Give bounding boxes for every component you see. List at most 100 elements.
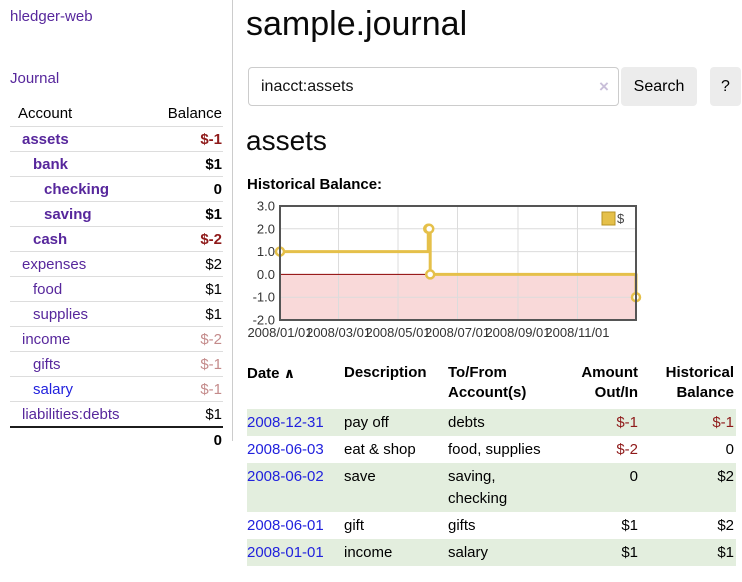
- account-link[interactable]: gifts: [33, 355, 61, 373]
- txn-balance: $2: [717, 517, 734, 534]
- txn-accounts: saving, checking: [448, 468, 508, 507]
- section-title: assets: [246, 125, 327, 156]
- txn-date-link[interactable]: 2008-12-31: [247, 414, 324, 431]
- account-row: salary $-1: [10, 376, 223, 402]
- svg-text:2008/01/01: 2008/01/01: [247, 325, 312, 340]
- txn-row: 2008-06-03 eat & shop food, supplies $-2 0: [247, 436, 736, 463]
- txn-balance: $-1: [712, 414, 734, 431]
- account-rows: assets $-1 bank $1 checking 0 saving $1 cash $-2 e…: [10, 126, 223, 427]
- svg-text:1.0: 1.0: [257, 244, 275, 259]
- txn-date-link[interactable]: 2008-06-03: [247, 441, 324, 458]
- help-button[interactable]: ?: [710, 67, 741, 106]
- account-link[interactable]: food: [33, 280, 63, 298]
- total-row: 0: [10, 426, 223, 452]
- account-row: income $-2: [10, 326, 223, 352]
- search-button[interactable]: Search: [621, 67, 697, 106]
- svg-text:-1.0: -1.0: [253, 290, 275, 305]
- transactions-header-row: Date ∧ Description To/From Account(s) Am…: [247, 361, 736, 409]
- transactions-table: Date ∧ Description To/From Account(s) Am…: [247, 361, 736, 566]
- account-row: gifts $-1: [10, 351, 223, 377]
- account-link[interactable]: checking: [44, 180, 110, 198]
- account-row: expenses $2: [10, 251, 223, 277]
- txn-amount: 0: [629, 468, 638, 485]
- txn-accounts: salary: [448, 544, 489, 561]
- account-link[interactable]: income: [22, 330, 71, 348]
- txn-description: pay off: [344, 414, 389, 431]
- account-balance: $1: [145, 276, 223, 302]
- account-balance: 0: [145, 176, 223, 202]
- txn-amount: $-2: [616, 441, 638, 458]
- txn-amount: $-1: [616, 414, 638, 431]
- svg-text:2008/07/01: 2008/07/01: [425, 325, 490, 340]
- txn-balance: $1: [717, 544, 734, 561]
- txn-accounts: debts: [448, 414, 485, 431]
- account-link[interactable]: expenses: [22, 255, 87, 273]
- txn-row: 2008-12-31 pay off debts $-1 $-1: [247, 409, 736, 436]
- account-row: cash $-2: [10, 226, 223, 252]
- accounts-column-header: To/From Account(s): [448, 364, 527, 401]
- txn-row: 2008-06-01 gift gifts $1 $2: [247, 512, 736, 539]
- account-balance-table: Account Balance assets $-1 bank $1 checking 0…: [10, 102, 223, 452]
- account-balance: $-2: [145, 326, 223, 352]
- account-balance: $-2: [145, 226, 223, 252]
- balance-column-header: Historical Balance: [665, 364, 734, 401]
- account-row: supplies $1: [10, 301, 223, 327]
- account-link[interactable]: saving: [44, 205, 92, 223]
- txn-amount: $1: [621, 544, 638, 561]
- account-balance: $-1: [145, 126, 223, 152]
- account-link[interactable]: bank: [33, 155, 69, 173]
- svg-text:2008/03/01: 2008/03/01: [306, 325, 371, 340]
- txn-accounts: food, supplies: [448, 441, 541, 458]
- account-balance: $-1: [145, 351, 223, 377]
- txn-balance: $2: [717, 468, 734, 485]
- account-balance: $1: [145, 151, 223, 177]
- account-balance: $2: [145, 251, 223, 277]
- description-column-header: Description: [344, 364, 427, 381]
- svg-text:2008/05/01: 2008/05/01: [365, 325, 430, 340]
- account-balance: $1: [145, 201, 223, 227]
- app-title-link[interactable]: hledger-web: [10, 8, 93, 25]
- chart-heading: Historical Balance:: [247, 176, 383, 193]
- txn-date-link[interactable]: 2008-06-02: [247, 468, 324, 485]
- account-row: saving $1: [10, 201, 223, 227]
- txn-date-link[interactable]: 2008-06-01: [247, 517, 324, 534]
- txn-rows: 2008-12-31 pay off debts $-1 $-1 2008-06-03 ea…: [247, 409, 736, 566]
- amount-column-header: Amount Out/In: [581, 364, 638, 401]
- svg-text:0.0: 0.0: [257, 267, 275, 282]
- date-column-header[interactable]: Date ∧: [247, 365, 295, 382]
- svg-text:2008/09/01: 2008/09/01: [485, 325, 550, 340]
- account-column-header: Account: [18, 105, 73, 122]
- historical-balance-chart: $3.0 2.0 1.0 0.0 -1.0 -2.02008/01/012008/03/0…: [247, 199, 642, 340]
- txn-description: income: [344, 544, 393, 561]
- svg-text:2.0: 2.0: [257, 221, 275, 236]
- balance-column-header: Balance: [167, 105, 222, 122]
- page-title: sample.journal: [246, 5, 468, 43]
- search-input[interactable]: [248, 67, 619, 106]
- txn-description: gift: [344, 517, 365, 534]
- account-link[interactable]: cash: [33, 230, 68, 248]
- account-link[interactable]: assets: [22, 130, 69, 148]
- svg-text:-2.0: -2.0: [253, 313, 275, 328]
- clear-search-icon[interactable]: ×: [599, 77, 609, 96]
- total-balance: 0: [145, 426, 223, 452]
- total-row-spacer: [10, 426, 146, 452]
- sidebar: hledger-web Journal Account Balance asse…: [0, 0, 233, 452]
- account-row: assets $-1: [10, 126, 223, 152]
- account-balance: $-1: [145, 376, 223, 402]
- account-link[interactable]: supplies: [33, 305, 89, 323]
- account-row: checking 0: [10, 176, 223, 202]
- account-row: liabilities:debts $1: [10, 401, 223, 427]
- txn-row: 2008-06-02 save saving, checking 0 $2: [247, 463, 736, 512]
- svg-text:2008/11/01: 2008/11/01: [545, 325, 609, 340]
- txn-balance: 0: [725, 441, 734, 458]
- account-balance: $1: [145, 401, 223, 427]
- svg-text:$: $: [617, 211, 625, 226]
- account-balance: $1: [145, 301, 223, 327]
- account-link[interactable]: salary: [33, 380, 74, 398]
- account-row: bank $1: [10, 151, 223, 177]
- account-link[interactable]: liabilities:debts: [22, 405, 120, 423]
- txn-description: save: [344, 468, 376, 485]
- txn-date-link[interactable]: 2008-01-01: [247, 544, 324, 561]
- journal-link[interactable]: Journal: [10, 70, 60, 87]
- svg-text:3.0: 3.0: [257, 199, 275, 214]
